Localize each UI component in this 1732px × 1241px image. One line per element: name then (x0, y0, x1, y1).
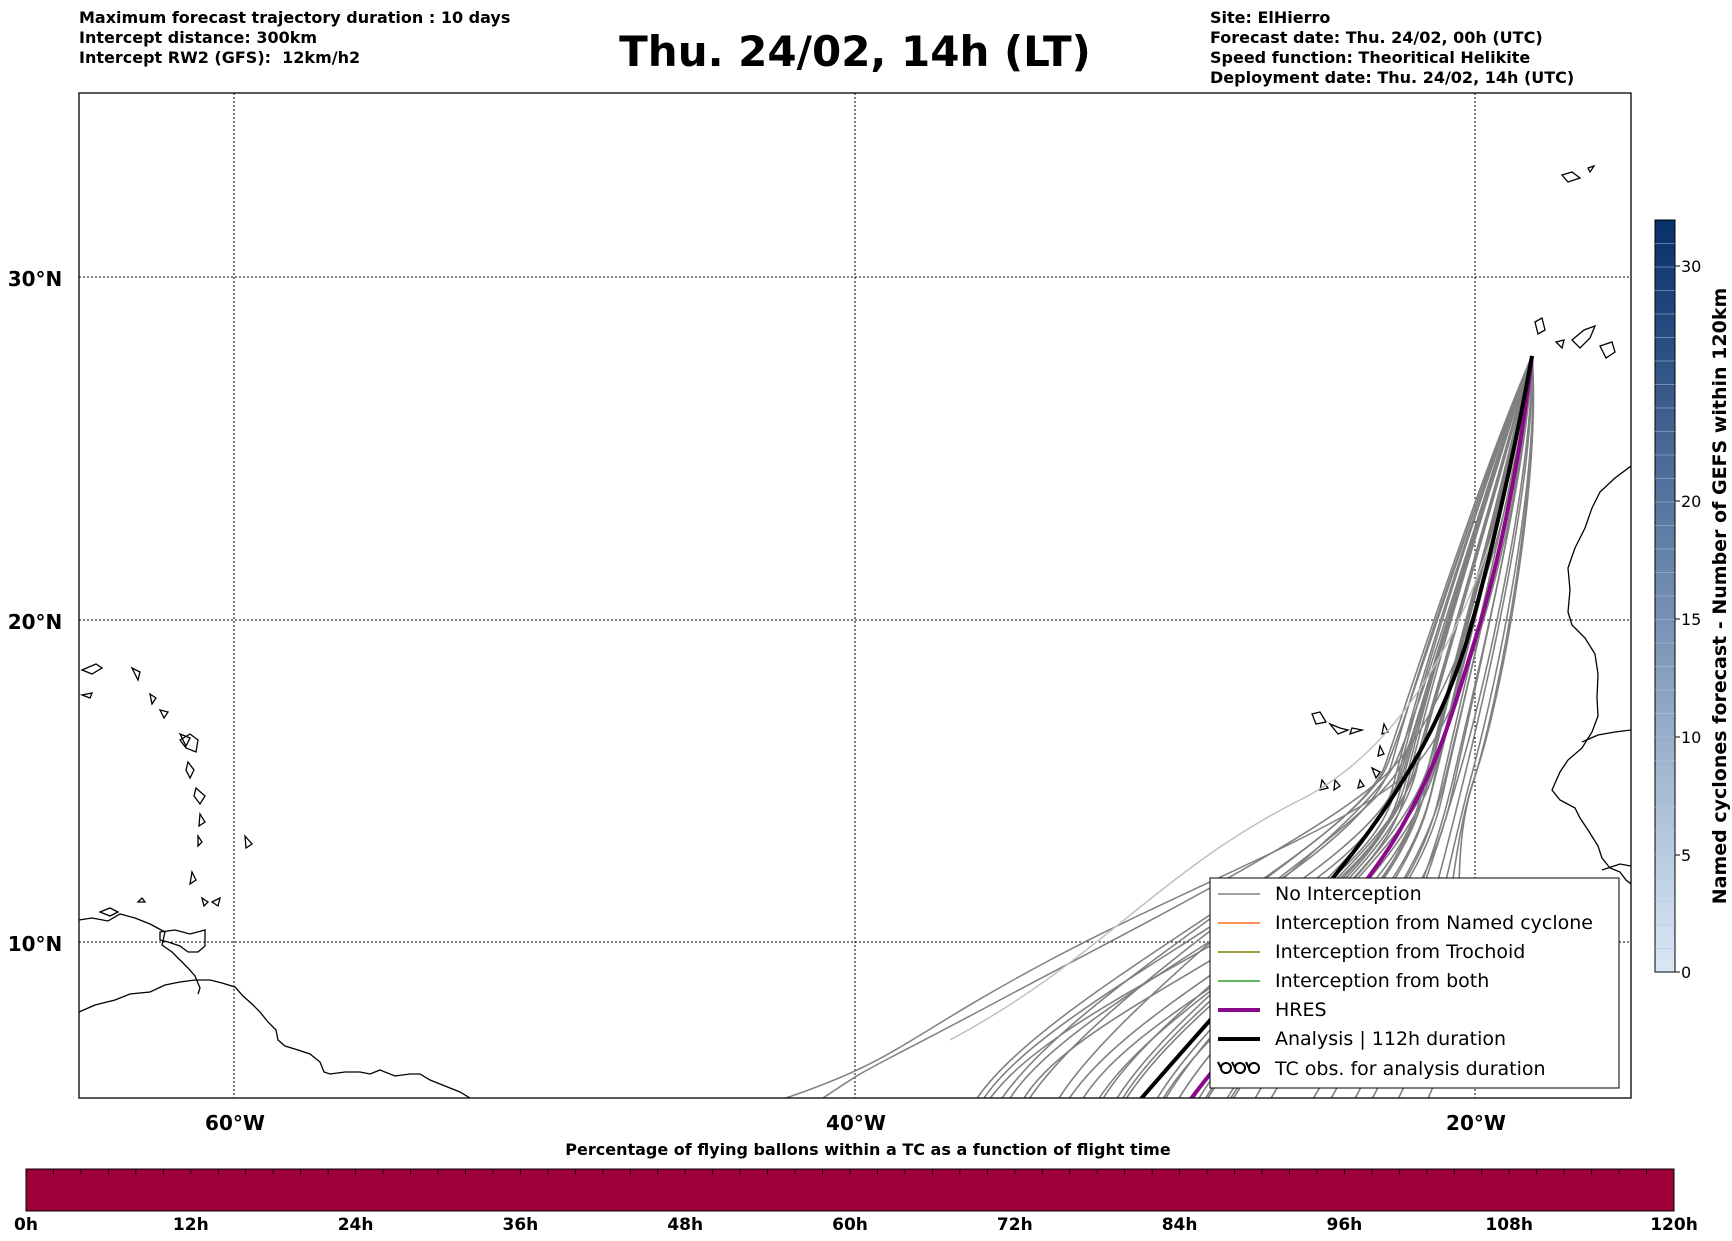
coastline-antilles-6 (178, 732, 191, 748)
coastline-canary-3 (1571, 324, 1597, 349)
lon-label-60w: 60°W (205, 1111, 265, 1135)
coastline-gambia (1601, 863, 1631, 871)
colorbar-bottom-tick-72h: 72h (997, 1215, 1033, 1235)
header-left-line: Maximum forecast trajectory duration : 1… (79, 8, 511, 27)
coastline-antilles-1 (80, 663, 104, 675)
coastline-antilles-2 (79, 692, 94, 699)
header-right-line: Forecast date: Thu. 24/02, 00h (UTC) (1210, 28, 1543, 47)
colorbar-right-tick-30: 30 (1681, 257, 1701, 276)
lon-label-20w: 20°W (1446, 1111, 1506, 1135)
trajectory-no-interception (1125, 355, 1533, 1098)
page-title: Thu. 24/02, 14h (LT) (619, 27, 1091, 76)
lat-label-20: 20°N (8, 610, 63, 634)
colorbar-bottom-title: Percentage of flying ballons within a TC… (565, 1140, 1171, 1159)
trajectory-no-interception (976, 355, 1533, 1098)
coastline-martinique (193, 786, 206, 806)
coastline-capeverde-3 (1348, 727, 1365, 736)
colorbar-bottom-tick-60h: 60h (832, 1215, 868, 1235)
colorbar-right-tick-10: 10 (1681, 728, 1701, 747)
header-right-line: Deployment date: Thu. 24/02, 14h (UTC) (1210, 68, 1575, 87)
legend-label-analysis: Analysis | 112h duration (1275, 1028, 1506, 1050)
colorbar-right-tick-15: 15 (1681, 610, 1701, 629)
colorbar-right-tick-20: 20 (1681, 492, 1701, 511)
coastline-canary-4 (1599, 341, 1616, 359)
coastline-west-africa (1551, 465, 1631, 885)
colorbar-bottom: Percentage of flying ballons within a TC… (14, 1140, 1698, 1235)
coastline-grenada (189, 869, 197, 886)
colorbar-bottom-tick-12h: 12h (173, 1215, 209, 1235)
header-left-line: Intercept RW2 (GFS): 12km/h2 (79, 48, 361, 67)
coastline-antilles-4 (149, 692, 157, 706)
colorbar-right-bands (1655, 243, 1675, 949)
colorbar-right-label: Named cyclones forecast - Number of GEFS… (1709, 288, 1731, 905)
legend-label-trochoid: Interception from Trochoid (1275, 941, 1525, 963)
coastline-guadeloupe (179, 733, 199, 753)
coastline-stvincent (197, 833, 203, 848)
coastline-dominica (185, 760, 195, 780)
coastline-antilles-5 (158, 709, 170, 720)
colorbar-bottom-tick-108h: 108h (1485, 1215, 1533, 1235)
coastline-antilles-3 (130, 666, 141, 682)
map-frame (78, 92, 1632, 1099)
legend-label-tc-obs: TC obs. for analysis duration (1274, 1058, 1546, 1080)
lon-label-40w: 40°W (826, 1111, 886, 1135)
trajectory-no-interception (983, 355, 1533, 1098)
colorbar-bottom-tick-48h: 48h (667, 1215, 703, 1235)
trajectory-no-interception (783, 355, 1533, 1098)
coastlines (79, 164, 1631, 1098)
colorbar-bottom-tick-96h: 96h (1327, 1215, 1363, 1235)
coastline-capeverde-6 (1370, 766, 1381, 780)
coastline-barbados (244, 834, 253, 850)
coastline-porto-santo (1587, 164, 1596, 174)
trajectory-no-interception (1116, 355, 1533, 1098)
header-right-line: Speed function: Theoritical Helikite (1210, 48, 1531, 67)
colorbar-bottom-tick-36h: 36h (503, 1215, 539, 1235)
legend: No Interception Interception from Named … (1209, 877, 1620, 1089)
coastline-tobago (210, 896, 221, 908)
trajectory-no-interception (1121, 355, 1533, 1098)
colorbar-bottom-tick-84h: 84h (1162, 1215, 1198, 1235)
legend-label-both: Interception from both (1275, 970, 1489, 992)
colorbar-bottom-tick-24h: 24h (338, 1215, 374, 1235)
colorbar-bottom-ticks (25, 1169, 1675, 1174)
coastline-canary-2 (1554, 339, 1565, 350)
lat-label-10: 10°N (8, 932, 63, 956)
trajectory-no-interception (1102, 355, 1533, 1098)
colorbar-right: 0 5 10 15 20 30 Named cyclones forecast … (1654, 219, 1731, 982)
lat-label-30: 30°N (8, 267, 63, 291)
colorbar-right-tick-0: 0 (1681, 963, 1691, 982)
coastline-venezuela-bay (79, 913, 201, 995)
legend-label-hres: HRES (1275, 999, 1327, 1021)
coastline-capeverde-2 (1327, 722, 1351, 735)
coastline-senegal-river (1581, 729, 1631, 743)
coastline-south-america (79, 979, 471, 1098)
coastline-capeverde-5 (1377, 744, 1385, 757)
coastline-grenadines (200, 896, 210, 908)
trajectory-no-interception (989, 355, 1533, 1098)
coastline-madeira (1560, 171, 1582, 183)
coastline-capeverde-9 (1319, 778, 1330, 791)
legend-label-no-interception: No Interception (1275, 883, 1422, 905)
coastline-capeverde-8 (1333, 778, 1341, 792)
colorbar-bottom-fill (25, 1168, 1675, 1212)
coastline-capeverde-7 (1357, 778, 1366, 789)
coastline-leeward-1 (98, 907, 120, 917)
colorbar-right-tick-5: 5 (1681, 846, 1691, 865)
colorbar-bottom-tick-120h: 120h (1650, 1215, 1698, 1235)
coastline-trinidad (159, 929, 206, 953)
colorbar-right-ticks (1675, 265, 1680, 973)
header-left-info: Maximum forecast trajectory duration : 1… (79, 8, 510, 68)
cyclone-icon (1217, 1061, 1260, 1074)
header-right-line: Site: ElHierro (1210, 8, 1331, 27)
coastline-canary-1 (1534, 317, 1546, 335)
header-right-info: Site: ElHierro Forecast date: Thu. 24/02… (1210, 8, 1574, 88)
coastline-capeverde-1 (1311, 711, 1328, 725)
legend-label-named-cyclone: Interception from Named cyclone (1275, 912, 1593, 934)
header-left-line: Intercept distance: 300km (79, 28, 318, 47)
colorbar-bottom-tick-0h: 0h (14, 1215, 38, 1235)
coastline-stlucia (198, 811, 206, 828)
legend-box (1209, 877, 1620, 1089)
coastline-leeward-2 (136, 897, 147, 903)
